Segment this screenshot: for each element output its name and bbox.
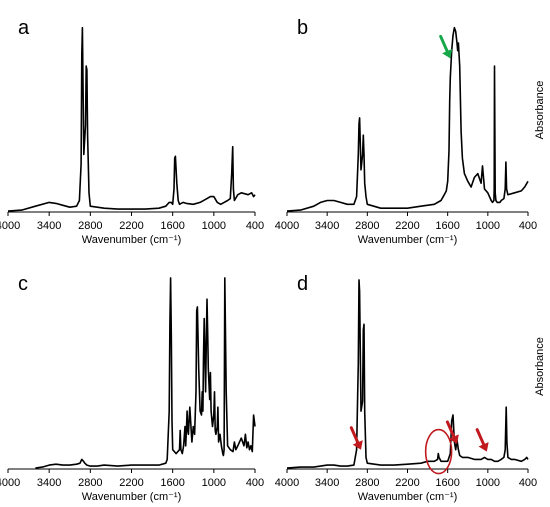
x-tick-label: 1600: [435, 477, 459, 489]
x-axis-title: Wavenumber (cm⁻¹): [358, 234, 458, 246]
spectrum-line: [7, 26, 256, 212]
x-tick-label: 400: [519, 220, 537, 232]
y-axis-title: Absorbance: [534, 337, 546, 396]
x-tick-label: 1600: [160, 220, 184, 232]
x-axis-title: Wavenumber (cm⁻¹): [82, 234, 182, 246]
x-tick-label: 1600: [435, 220, 459, 232]
panel-label: a: [18, 17, 30, 39]
x-tick-label: 3400: [37, 220, 61, 232]
x-tick-label: 2200: [395, 220, 419, 232]
panel-b: 4000 3400 2800 2200 1600 1000 400 Wavenumber (c…: [275, 17, 546, 246]
x-tick-label: 4000: [275, 477, 299, 489]
panel-label: b: [297, 17, 308, 39]
x-tick-label: 2800: [355, 220, 379, 232]
annotation-ellipse: [424, 428, 453, 475]
annotation-arrow: [349, 426, 363, 450]
x-tick-label: 3400: [315, 477, 339, 489]
panel-d: 4000 3400 2800 2200 1600 1000 400 Wavenumber (c…: [275, 273, 546, 503]
x-tick-label: 1000: [476, 477, 500, 489]
x-tick-label: 2800: [78, 477, 102, 489]
spectrum-line: [286, 26, 529, 212]
annotation-arrow: [475, 428, 489, 452]
spectrum-line: [35, 277, 256, 469]
x-tick-label: 2800: [355, 477, 379, 489]
x-tick-label: 3400: [315, 220, 339, 232]
panel-c: 4000 3400 2800 2200 1600 1000 400 Wavenumber (c…: [0, 273, 264, 503]
annotation-arrow: [439, 34, 453, 59]
x-tick-label: 4000: [275, 220, 299, 232]
x-tick-label: 400: [519, 477, 537, 489]
x-tick-label: 1000: [202, 220, 226, 232]
panel-label: d: [297, 273, 308, 295]
panel-label: c: [18, 273, 28, 295]
y-axis-title: Absorbance: [534, 81, 546, 140]
x-tick-label: 3400: [37, 477, 61, 489]
x-tick-label: 1000: [476, 220, 500, 232]
x-tick-label: 400: [246, 220, 264, 232]
x-tick-label: 2200: [395, 477, 419, 489]
annotation-arrow: [445, 420, 459, 444]
x-tick-label: 1000: [202, 477, 226, 489]
panel-a: 4000 3400 2800 2200 1600 1000 400 Wavenumber (c…: [0, 17, 264, 246]
x-axis-title: Wavenumber (cm⁻¹): [82, 491, 182, 503]
x-tick-label: 2200: [119, 477, 143, 489]
x-tick-label: 400: [246, 477, 264, 489]
x-tick-label: 4000: [0, 477, 20, 489]
x-axis-title: Wavenumber (cm⁻¹): [358, 491, 458, 503]
x-tick-label: 1600: [160, 477, 184, 489]
x-tick-label: 2800: [78, 220, 102, 232]
x-tick-label: 4000: [0, 220, 20, 232]
spectrum-line: [286, 279, 529, 469]
x-tick-label: 2200: [119, 220, 143, 232]
